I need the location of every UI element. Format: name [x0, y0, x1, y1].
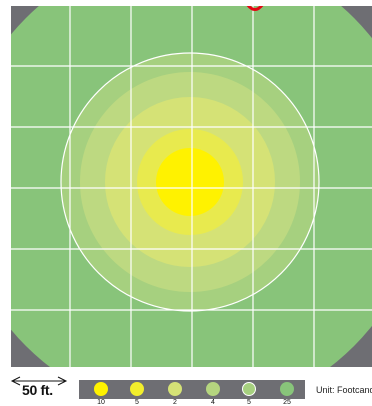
legend-value: 4 [211, 399, 215, 406]
zone-center-core [162, 158, 218, 206]
scale-arrow [10, 376, 68, 386]
legend-item: 5 [231, 380, 267, 406]
legend-item: 5 [119, 380, 155, 406]
title-fragment-mark [246, 6, 264, 11]
illuminance-plot-svg [11, 6, 372, 367]
legend-swatch [168, 382, 182, 396]
legend-value: 5 [135, 399, 139, 406]
legend-value: 10 [97, 399, 105, 406]
legend-item: 2 [157, 380, 193, 406]
scale-label: 50 ft. [22, 382, 53, 398]
legend-swatch [94, 382, 108, 396]
legend-value: 5 [247, 399, 251, 406]
legend-swatch [130, 382, 144, 396]
illuminance-plot [11, 6, 372, 367]
legend-bar: 10 5 2 4 5 25 [79, 380, 305, 406]
legend-swatch [206, 382, 220, 396]
grid-layer [11, 6, 372, 367]
legend-item: 4 [195, 380, 231, 406]
legend-item: 25 [269, 380, 305, 406]
legend-swatch [242, 382, 256, 396]
legend-value: 2 [173, 399, 177, 406]
legend-swatch [280, 382, 294, 396]
unit-label: Unit: Footcand [316, 385, 372, 395]
legend-value: 25 [283, 399, 291, 406]
legend-item: 10 [83, 380, 119, 406]
